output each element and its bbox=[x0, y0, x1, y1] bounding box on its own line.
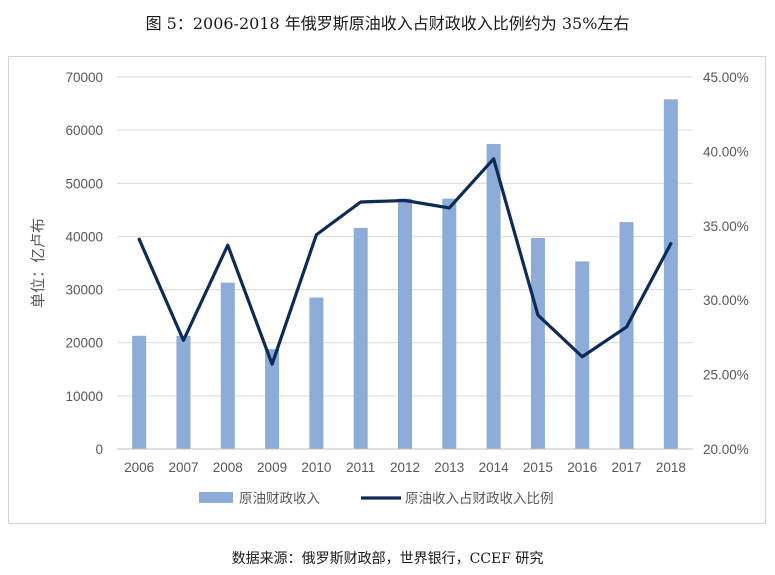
y-tick-label: 10000 bbox=[65, 389, 103, 404]
bar bbox=[663, 99, 678, 449]
x-tick-label: 2010 bbox=[301, 460, 331, 475]
bar bbox=[442, 198, 457, 449]
y-tick-label: 30000 bbox=[65, 283, 103, 298]
chart-svg: 0 10000 20000 30000 40000 50000 60000 70000 20.0… bbox=[29, 70, 749, 507]
y2-tick-label: 40.00% bbox=[703, 144, 749, 159]
axes: 0 10000 20000 30000 40000 50000 60000 70000 20.0… bbox=[65, 70, 748, 475]
x-tick-label: 2008 bbox=[213, 460, 243, 475]
x-tick-label: 2007 bbox=[168, 460, 198, 475]
x-tick-label: 2018 bbox=[656, 460, 686, 475]
figure-title: 图 5：2006-2018 年俄罗斯原油收入占财政收入比例约为 35%左右 bbox=[145, 14, 630, 33]
bar bbox=[530, 238, 545, 449]
bar bbox=[176, 335, 191, 449]
bar-series bbox=[132, 99, 678, 449]
y-tick-label: 70000 bbox=[65, 70, 103, 85]
x-tick-label: 2014 bbox=[479, 460, 510, 475]
x-tick-label: 2013 bbox=[434, 460, 464, 475]
y2-tick-label: 25.00% bbox=[703, 368, 749, 383]
x-tick-label: 2017 bbox=[612, 460, 642, 475]
legend-label-line: 原油收入占财政收入比例 bbox=[405, 491, 554, 507]
source-note: 数据来源：俄罗斯财政部，世界银行，CCEF 研究 bbox=[231, 551, 544, 567]
legend: 原油财政收入 原油收入占财政收入比例 bbox=[199, 491, 554, 507]
line-series bbox=[137, 157, 673, 366]
y-tick-label: 40000 bbox=[65, 229, 103, 244]
bar bbox=[353, 227, 368, 449]
bar bbox=[265, 349, 280, 449]
x-tick-label: 2011 bbox=[346, 460, 375, 475]
y-tick-label: 20000 bbox=[65, 336, 103, 351]
x-tick-label: 2016 bbox=[567, 460, 597, 475]
bar bbox=[486, 143, 501, 449]
x-tick-label: 2015 bbox=[523, 460, 553, 475]
x-tick-label: 2009 bbox=[257, 460, 287, 475]
bar bbox=[309, 297, 324, 449]
x-tick-label: 2012 bbox=[390, 460, 420, 475]
y-tick-label: 50000 bbox=[65, 176, 103, 191]
bar bbox=[220, 282, 235, 449]
y2-tick-label: 35.00% bbox=[703, 219, 749, 234]
bar bbox=[398, 198, 412, 449]
bar bbox=[132, 335, 147, 449]
y2-tick-label: 20.00% bbox=[703, 442, 749, 457]
legend-swatch-bar bbox=[199, 492, 233, 503]
chart-area: 0 10000 20000 30000 40000 50000 60000 70000 20.0… bbox=[8, 56, 766, 524]
y-tick-label: 60000 bbox=[65, 123, 103, 138]
y2-tick-label: 30.00% bbox=[703, 293, 749, 308]
y-tick-label: 0 bbox=[95, 442, 103, 457]
x-tick-label: 2006 bbox=[124, 460, 154, 475]
bar bbox=[619, 222, 634, 449]
legend-label-bar: 原油财政收入 bbox=[239, 491, 320, 507]
y-axis-label: 单位：亿卢布 bbox=[29, 218, 47, 308]
y2-tick-label: 45.00% bbox=[703, 70, 749, 85]
